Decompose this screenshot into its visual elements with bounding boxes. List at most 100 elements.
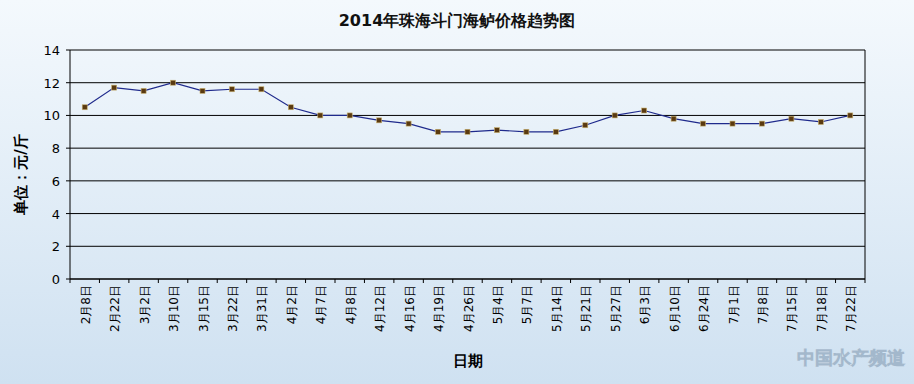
x-tick-mark <box>600 279 601 283</box>
x-tick-mark <box>246 279 247 283</box>
x-tick-mark <box>305 279 306 283</box>
x-tick-mark <box>835 279 836 283</box>
x-tick-mark <box>658 279 659 283</box>
x-tick-mark <box>393 279 394 283</box>
x-tick-mark <box>776 279 777 283</box>
x-tick-label: 7月15日 <box>785 285 799 332</box>
x-tick-mark <box>688 279 689 283</box>
x-tick-label: 3月31日 <box>255 285 269 332</box>
x-tick-mark <box>806 279 807 283</box>
grid-line <box>70 148 865 149</box>
series-marker <box>789 116 794 121</box>
series-marker <box>82 105 87 110</box>
y-tick <box>66 82 70 83</box>
x-tick-mark <box>187 279 188 283</box>
chart-root: 2014年珠海斗门海鲈价格趋势图024681012142月8日2月22日3月2日… <box>0 0 914 384</box>
x-tick-mark <box>158 279 159 283</box>
y-axis <box>70 50 71 279</box>
x-tick-mark <box>364 279 365 283</box>
grid-line <box>70 246 865 247</box>
x-tick-label: 7月8日 <box>756 285 770 324</box>
series-marker <box>141 88 146 93</box>
x-tick-mark <box>276 279 277 283</box>
x-tick-mark <box>570 279 571 283</box>
y-tick <box>66 50 70 51</box>
x-tick-label: 3月15日 <box>197 285 211 332</box>
x-tick-label: 5月27日 <box>609 285 623 332</box>
y-tick <box>66 279 70 280</box>
y-tick-label: 8 <box>52 141 60 156</box>
x-tick-mark <box>335 279 336 283</box>
series-marker <box>671 116 676 121</box>
x-tick-label: 5月7日 <box>520 285 534 324</box>
x-tick-mark <box>717 279 718 283</box>
x-tick-label: 3月22日 <box>226 285 240 332</box>
title: 2014年珠海斗门海鲈价格趋势图 <box>339 11 576 30</box>
series-line <box>85 83 851 132</box>
series-marker <box>583 123 588 128</box>
x-tick-label: 4月16日 <box>403 285 417 332</box>
y-tick <box>66 213 70 214</box>
y-tick <box>66 115 70 116</box>
plot-area <box>82 80 853 134</box>
y-tick-label: 2 <box>52 239 60 254</box>
series-marker <box>818 119 823 124</box>
series-marker <box>318 113 323 118</box>
x-tick-label: 4月7日 <box>314 285 328 324</box>
series-marker <box>377 118 382 123</box>
series-marker <box>612 113 617 118</box>
grid-line <box>70 82 865 83</box>
series-marker <box>524 129 529 134</box>
series-marker <box>553 129 558 134</box>
series-marker <box>112 85 117 90</box>
series-marker <box>200 88 205 93</box>
x-tick-label: 4月2日 <box>285 285 299 324</box>
x-tick-label: 2月8日 <box>79 285 93 324</box>
x-tick-mark <box>865 279 866 283</box>
series-marker <box>436 129 441 134</box>
x-tick-label: 4月8日 <box>344 285 358 324</box>
x-tick-label: 6月24日 <box>697 285 711 332</box>
series-marker <box>288 105 293 110</box>
x-tick-label: 4月19日 <box>432 285 446 332</box>
x-tick-label: 7月22日 <box>844 285 858 332</box>
background <box>0 0 914 384</box>
series-marker <box>642 108 647 113</box>
x-tick-label: 7月1日 <box>727 285 741 324</box>
x-tick-mark <box>747 279 748 283</box>
x-tick-label: 4月26日 <box>462 285 476 332</box>
watermark: 中国水产频道 <box>797 347 905 368</box>
x-tick-mark <box>423 279 424 283</box>
series-marker <box>406 121 411 126</box>
x-tick-mark <box>452 279 453 283</box>
x-tick-mark <box>629 279 630 283</box>
x-tick-label: 5月4日 <box>491 285 505 324</box>
series-marker <box>848 113 853 118</box>
x-tick-label: 6月3日 <box>638 285 652 324</box>
x-tick-label: 3月2日 <box>138 285 152 324</box>
x-tick-label: 5月14日 <box>550 285 564 332</box>
y-tick-label: 0 <box>52 272 60 287</box>
x-tick-label: 7月18日 <box>815 285 829 332</box>
x-tick-label: 6月10日 <box>668 285 682 332</box>
grid-line <box>70 180 865 181</box>
y-tick <box>66 246 70 247</box>
y-tick-label: 10 <box>43 108 60 123</box>
x-axis <box>70 279 865 280</box>
y-tick <box>66 180 70 181</box>
series-marker <box>347 113 352 118</box>
x-tick-mark <box>511 279 512 283</box>
series-marker <box>759 121 764 126</box>
y-tick-label: 14 <box>43 43 60 58</box>
y-axis-label: 单位：元/斤 <box>12 134 30 215</box>
x-axis-label: 日期 <box>453 352 483 370</box>
x-tick-label: 2月22日 <box>108 285 122 332</box>
x-tick-mark <box>99 279 100 283</box>
series-marker <box>494 128 499 133</box>
y-tick-label: 6 <box>52 174 60 189</box>
plot-frame <box>865 50 866 279</box>
x-tick-label: 4月12日 <box>373 285 387 332</box>
x-tick-mark <box>70 279 71 283</box>
series-marker <box>259 87 264 92</box>
x-tick-mark <box>217 279 218 283</box>
